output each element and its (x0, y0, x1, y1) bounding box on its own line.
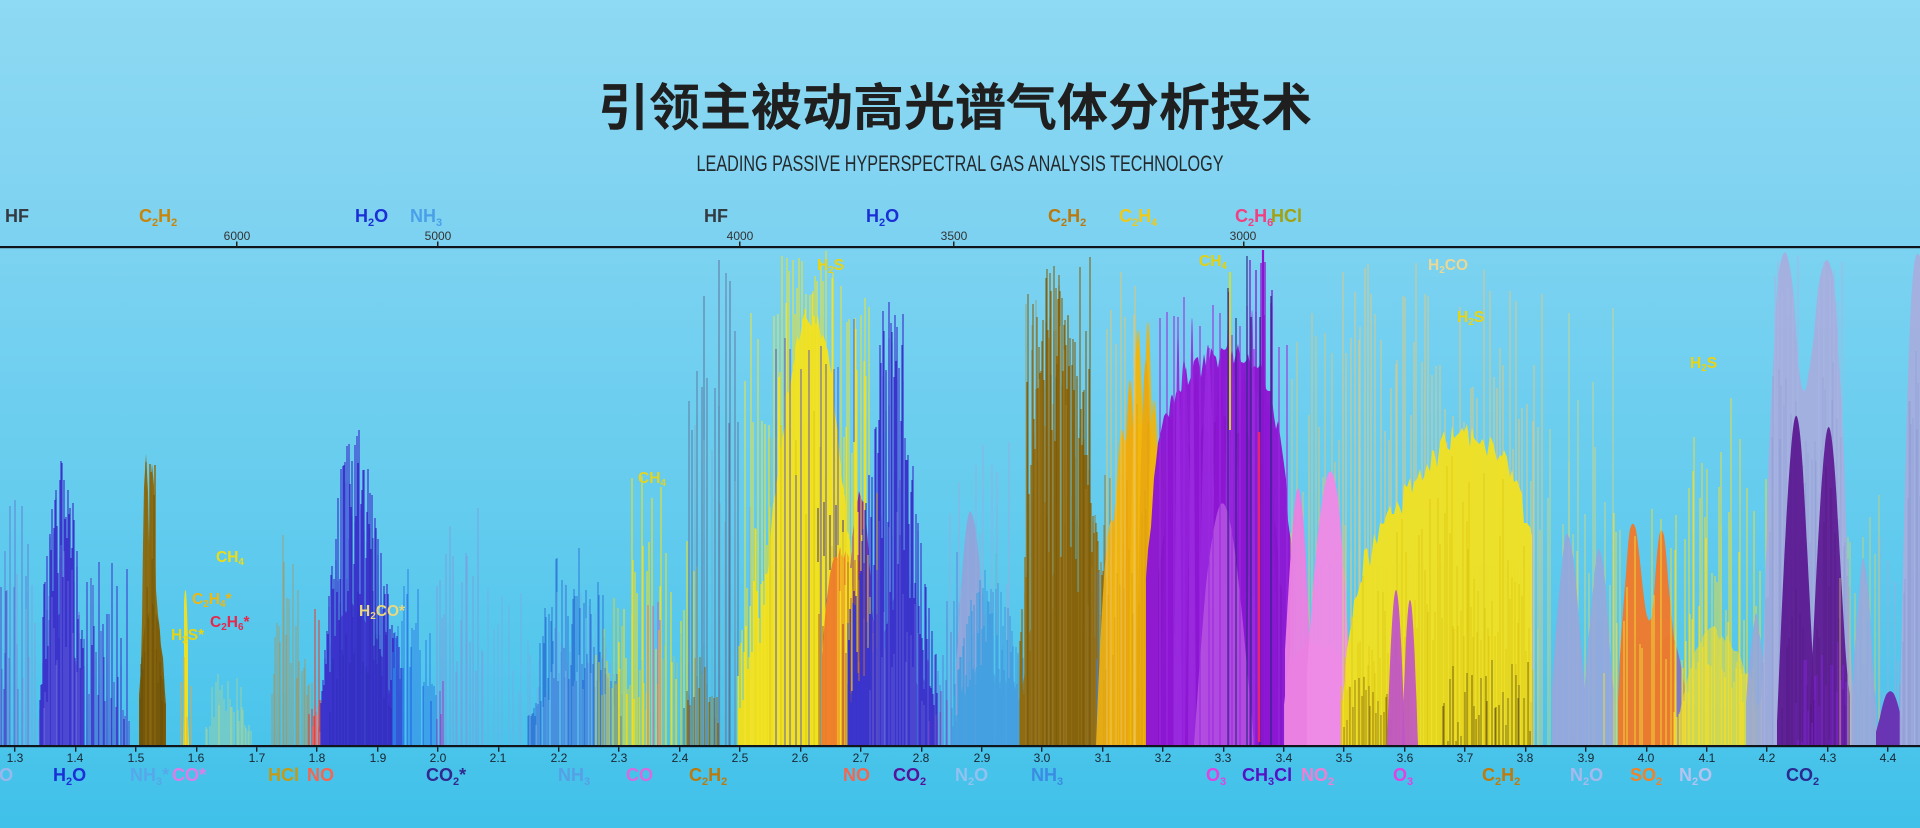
svg-text:NH3: NH3 (558, 765, 590, 788)
svg-text:6000: 6000 (224, 229, 251, 243)
svg-text:HF: HF (704, 206, 728, 226)
svg-text:1.3: 1.3 (7, 751, 24, 765)
svg-text:2.4: 2.4 (672, 751, 689, 765)
svg-text:H2O: H2O (866, 206, 899, 229)
svg-text:HCl: HCl (268, 765, 299, 785)
svg-text:N2O: N2O (0, 765, 13, 788)
svg-text:4.1: 4.1 (1699, 751, 1716, 765)
svg-text:2.8: 2.8 (913, 751, 930, 765)
svg-text:NO2: NO2 (1301, 765, 1334, 788)
svg-text:C2H4: C2H4 (1119, 206, 1158, 229)
svg-text:1.8: 1.8 (309, 751, 326, 765)
svg-text:NH3: NH3 (1031, 765, 1063, 788)
svg-text:CO*: CO* (172, 765, 206, 785)
svg-text:C2H2: C2H2 (139, 206, 177, 229)
svg-text:H2O: H2O (53, 765, 86, 788)
svg-text:3.3: 3.3 (1215, 751, 1232, 765)
svg-text:3.1: 3.1 (1095, 751, 1112, 765)
svg-text:H2S: H2S (817, 257, 844, 276)
svg-text:N2O: N2O (1679, 765, 1712, 788)
svg-text:CO: CO (626, 765, 653, 785)
svg-text:CH3Cl: CH3Cl (1242, 765, 1292, 788)
svg-text:H2S*: H2S* (171, 627, 205, 646)
svg-text:CO2: CO2 (893, 765, 926, 788)
svg-text:NH3*: NH3* (130, 765, 169, 788)
svg-text:2.0: 2.0 (430, 751, 447, 765)
svg-text:2.6: 2.6 (792, 751, 809, 765)
svg-text:2.2: 2.2 (551, 751, 568, 765)
svg-text:5000: 5000 (425, 229, 452, 243)
svg-text:CO2: CO2 (1786, 765, 1819, 788)
svg-text:3.4: 3.4 (1276, 751, 1293, 765)
svg-text:4000: 4000 (727, 229, 754, 243)
svg-text:SO2: SO2 (1630, 765, 1662, 788)
svg-text:2.5: 2.5 (732, 751, 749, 765)
svg-text:C2H4*: C2H4* (192, 591, 233, 610)
svg-text:HF: HF (5, 206, 29, 226)
svg-text:1.9: 1.9 (370, 751, 387, 765)
svg-text:4.0: 4.0 (1638, 751, 1655, 765)
svg-text:NO: NO (843, 765, 870, 785)
svg-text:O3: O3 (1393, 765, 1413, 788)
svg-text:H2CO: H2CO (1428, 257, 1468, 276)
svg-text:H2S: H2S (1457, 309, 1484, 328)
svg-text:3.7: 3.7 (1457, 751, 1474, 765)
svg-text:C2H2: C2H2 (1482, 765, 1520, 788)
svg-text:2.1: 2.1 (490, 751, 507, 765)
svg-text:3.0: 3.0 (1034, 751, 1051, 765)
svg-text:3.2: 3.2 (1155, 751, 1172, 765)
svg-text:CH4: CH4 (638, 470, 666, 489)
svg-text:O3: O3 (1206, 765, 1226, 788)
svg-text:1.6: 1.6 (188, 751, 205, 765)
svg-text:2.7: 2.7 (853, 751, 870, 765)
svg-text:NO: NO (307, 765, 334, 785)
svg-text:C2H6*: C2H6* (210, 614, 251, 633)
svg-text:3.9: 3.9 (1578, 751, 1595, 765)
svg-text:3.8: 3.8 (1517, 751, 1534, 765)
svg-text:4.4: 4.4 (1880, 751, 1897, 765)
svg-text:1.5: 1.5 (128, 751, 145, 765)
svg-text:LEADING PASSIVE HYPERSPECTRAL: LEADING PASSIVE HYPERSPECTRAL GAS ANALYS… (697, 151, 1224, 176)
svg-text:C2H2: C2H2 (1048, 206, 1086, 229)
svg-text:3500: 3500 (941, 229, 968, 243)
svg-text:2.3: 2.3 (611, 751, 628, 765)
svg-text:CO2*: CO2* (426, 765, 466, 788)
svg-text:N2O: N2O (1570, 765, 1603, 788)
svg-text:HCl: HCl (1271, 206, 1302, 226)
svg-text:C2H2: C2H2 (689, 765, 727, 788)
svg-text:H2S: H2S (1690, 355, 1717, 374)
svg-text:NH3: NH3 (410, 206, 442, 229)
svg-text:CH4: CH4 (216, 549, 244, 568)
svg-text:3000: 3000 (1230, 229, 1257, 243)
svg-text:3.5: 3.5 (1336, 751, 1353, 765)
svg-text:CH4: CH4 (1199, 253, 1227, 272)
svg-text:H2O: H2O (355, 206, 388, 229)
svg-text:N2O: N2O (955, 765, 988, 788)
svg-text:3.6: 3.6 (1397, 751, 1414, 765)
svg-text:C2H6: C2H6 (1235, 206, 1273, 229)
svg-text:H2CO*: H2CO* (359, 603, 406, 622)
svg-text:1.7: 1.7 (249, 751, 266, 765)
svg-text:4.2: 4.2 (1759, 751, 1776, 765)
svg-text:1.4: 1.4 (67, 751, 84, 765)
svg-text:4.3: 4.3 (1820, 751, 1837, 765)
svg-text:2.9: 2.9 (974, 751, 991, 765)
